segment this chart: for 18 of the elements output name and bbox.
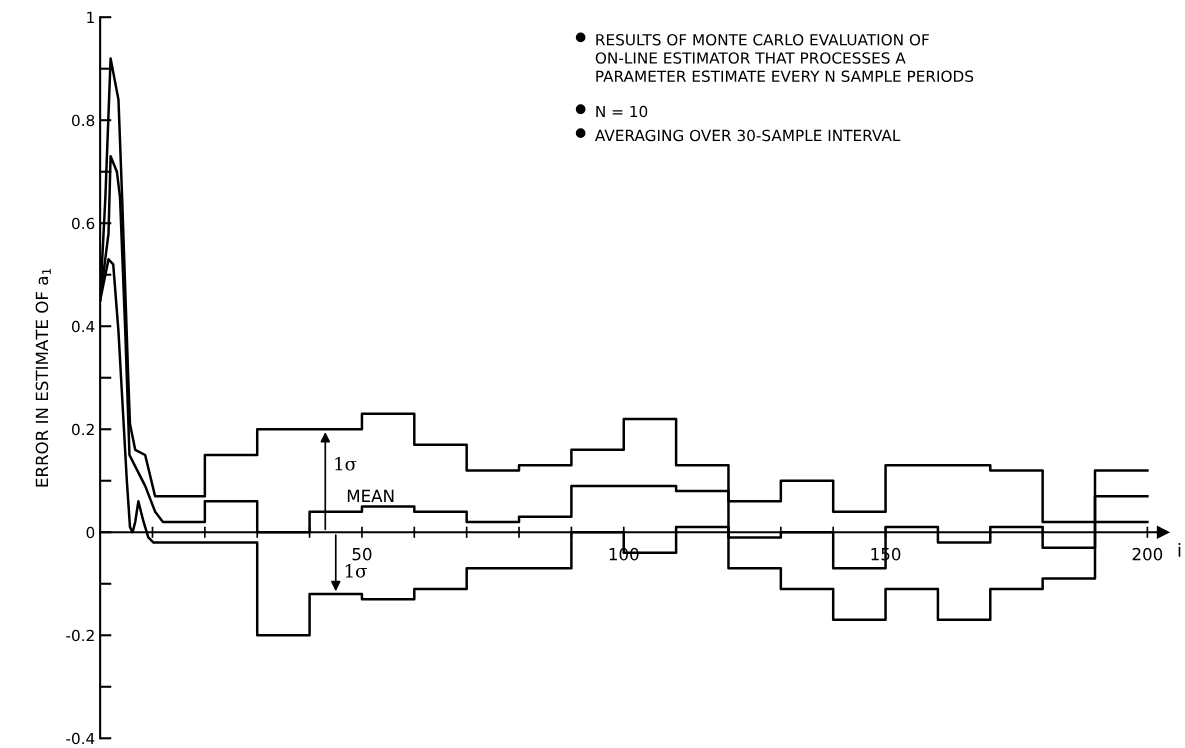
annotation: 1σ bbox=[345, 564, 367, 578]
x-axis-title: i bbox=[1178, 542, 1181, 557]
y-tick-label: 0.4 bbox=[71, 320, 95, 333]
y-tick-label: -0.2 bbox=[66, 629, 94, 642]
annotation: AVERAGING OVER 30-SAMPLE INTERVAL bbox=[594, 129, 901, 142]
annotation: N = 10 bbox=[596, 105, 648, 118]
annotation: RESULTS OF MONTE CARLO EVALUATION OF ON-LINE ESTIMATOR THAT PROCESSES A PARAMETER ESTIMATE EVERY N SAMPLE PERIODS bbox=[595, 33, 974, 83]
annotation: 1σ bbox=[335, 456, 357, 471]
y-axis-title: ERROR IN ESTIMATE OF a$_{1}$ bbox=[35, 268, 51, 487]
y-tick-label: 0.2 bbox=[71, 423, 94, 436]
x-tick-label: 200 bbox=[1132, 547, 1163, 561]
y-tick-label: 0.6 bbox=[71, 217, 95, 230]
y-tick-label: -0.4 bbox=[66, 732, 95, 745]
x-tick-label: 50 bbox=[352, 547, 372, 561]
y-tick-label: 0 bbox=[86, 526, 95, 539]
y-tick-label: 1 bbox=[87, 11, 94, 24]
y-tick-label: 0.8 bbox=[71, 114, 95, 127]
annotation: MEAN bbox=[347, 489, 394, 503]
